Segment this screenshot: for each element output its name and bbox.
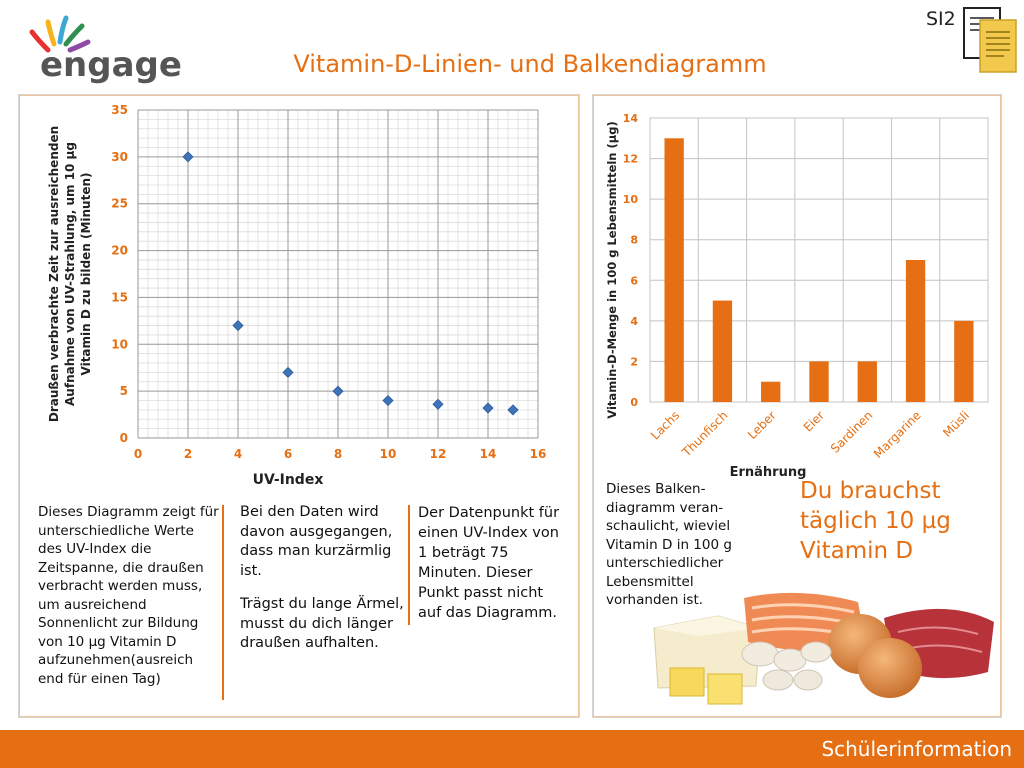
x-tick-label: Müsli xyxy=(940,408,972,440)
y-tick-label: 12 xyxy=(623,153,638,166)
data-point xyxy=(482,402,494,414)
x-tick-label: Eier xyxy=(801,408,827,434)
x-tick-label: Margarine xyxy=(871,408,924,461)
divider xyxy=(222,505,224,700)
x-axis-label: UV-Index xyxy=(253,472,324,488)
y-tick-label: 5 xyxy=(120,384,128,398)
x-axis-label: Ernährung xyxy=(730,465,807,480)
logo-rays-icon xyxy=(29,15,91,53)
food-image xyxy=(653,592,994,705)
x-tick-label: 12 xyxy=(430,447,447,461)
data-point xyxy=(432,398,444,410)
x-tick-label: 8 xyxy=(334,447,342,461)
y-tick-label: 14 xyxy=(623,112,639,125)
y-tick-label: 8 xyxy=(630,234,638,247)
y-tick-label: 25 xyxy=(111,197,128,211)
x-tick-label: Leber xyxy=(745,408,779,442)
y-tick-label: 15 xyxy=(111,290,128,304)
y-tick-label: 6 xyxy=(630,274,638,287)
y-axis-label: Draußen verbrachte Zeit zur ausreichende… xyxy=(47,126,93,422)
y-axis-label-line: Aufnahme von UV-Strahlung, um 10 µg xyxy=(63,142,77,406)
y-axis-label-line: Draußen verbrachte Zeit zur ausreichende… xyxy=(47,126,61,422)
data-point xyxy=(507,404,519,416)
bar xyxy=(761,381,781,402)
x-tick-label: 14 xyxy=(480,447,497,461)
sleeves-text: Trägst du lange Ärmel, musst du dich län… xyxy=(240,596,404,651)
y-tick-label: 4 xyxy=(630,315,638,328)
x-tick-label: 0 xyxy=(134,447,142,461)
scatter-description: Dieses Diagramm zeigt für unterschiedlic… xyxy=(38,504,219,687)
x-tick-label: Lachs xyxy=(648,408,682,442)
x-tick-label: 16 xyxy=(530,447,547,461)
y-tick-label: 35 xyxy=(111,103,128,117)
bar xyxy=(664,138,684,402)
data-point xyxy=(182,151,194,163)
bar xyxy=(712,300,733,402)
datapoint-note: Der Datenpunkt für einen UV-Index von 1 … xyxy=(418,505,560,621)
y-tick-label: 0 xyxy=(630,396,638,409)
y-tick-label: 30 xyxy=(111,150,128,164)
bar xyxy=(954,320,974,402)
level-badge: SI2 xyxy=(926,8,956,30)
bar xyxy=(809,361,829,402)
y-tick-label: 10 xyxy=(111,337,128,351)
document-icon[interactable] xyxy=(962,4,1020,76)
y-tick-label: 20 xyxy=(111,244,128,258)
y-axis-label: Vitamin-D-Menge in 100 g Lebensmitteln (… xyxy=(605,121,619,418)
engage-logo: engage xyxy=(29,15,182,85)
x-tick-label: 4 xyxy=(234,447,242,461)
x-tick-label: Thunfisch xyxy=(679,408,731,460)
daily-need-text: Du brauchst täglich 10 µg Vitamin D xyxy=(800,478,951,564)
logo-text: engage xyxy=(40,45,182,85)
assumption-text: Bei den Daten wird davon ausgegangen, da… xyxy=(240,504,393,579)
footer-label: Schülerinformation xyxy=(821,737,1012,761)
y-tick-label: 2 xyxy=(630,355,638,368)
x-tick-label: Sardinen xyxy=(828,408,876,456)
plot-frame xyxy=(649,117,989,403)
bar xyxy=(905,260,926,402)
data-point xyxy=(282,366,294,378)
divider xyxy=(408,505,410,625)
bar xyxy=(857,361,877,402)
x-tick-label: 2 xyxy=(184,447,192,461)
data-point xyxy=(332,385,344,397)
page-title: Vitamin-D-Linien- und Balkendiagramm xyxy=(293,50,767,78)
x-tick-label: 6 xyxy=(284,447,292,461)
data-point xyxy=(232,319,244,332)
bar-description: Dieses Balken-diagramm veran-schaulicht,… xyxy=(606,481,732,608)
footer-bar: Schülerinformation xyxy=(0,730,1024,768)
scatter-chart: 0 2 4 6 8 10 12 14 16 0 5 10 15 20 25 30 35 UV-Index Drauß… xyxy=(47,103,547,488)
data-point xyxy=(382,394,394,407)
y-tick-label: 0 xyxy=(120,431,128,445)
y-tick-label: 10 xyxy=(623,193,639,206)
y-axis-label-line: Vitamin D zu bilden (Minuten) xyxy=(79,173,93,376)
x-tick-label: 10 xyxy=(380,447,397,461)
